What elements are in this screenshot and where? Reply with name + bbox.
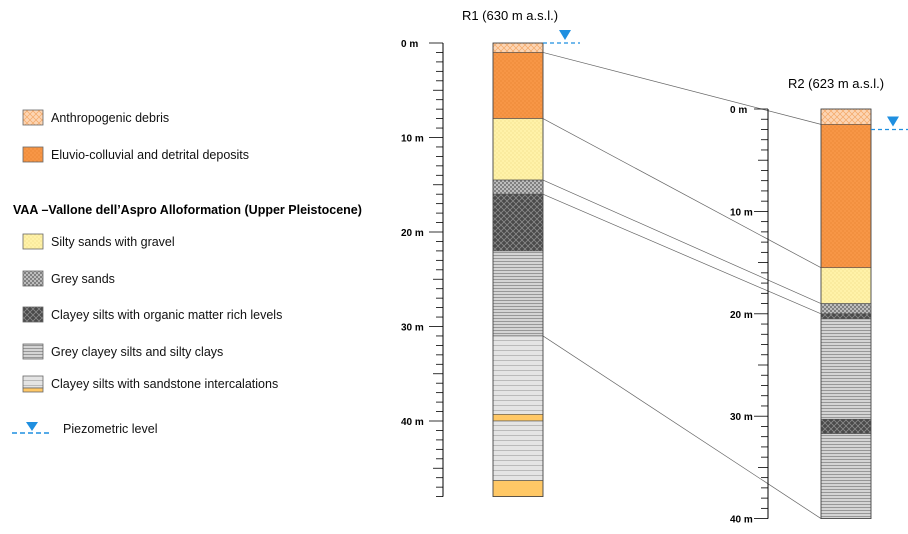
layer-silty-sands xyxy=(492,118,544,181)
water-level-triangle-icon xyxy=(559,30,571,40)
legend-label-grey-sands: Grey sands xyxy=(51,272,115,286)
legend-item-eluvio: Eluvio-colluvial and detrital deposits xyxy=(22,146,249,163)
legend-item-grey-clayey: Grey clayey silts and silty clays xyxy=(22,343,223,360)
correlation-line xyxy=(542,52,822,125)
legend-item-organic-silts: Clayey silts with organic matter rich le… xyxy=(22,306,282,323)
legend-swatch-organic-silts xyxy=(22,306,44,323)
layer-eluvio xyxy=(492,52,544,119)
layer-anthropogenic xyxy=(820,108,872,125)
layer-sandstone xyxy=(492,335,544,415)
layer-grey-clayey xyxy=(820,318,872,420)
layer-grey-sands xyxy=(820,303,872,315)
correlation-line xyxy=(542,193,822,315)
legend-swatch-eluvio xyxy=(22,146,44,163)
depth-label: 40 m xyxy=(401,417,424,428)
legend-label-piezometric: Piezometric level xyxy=(63,422,157,436)
depth-label: 40 m xyxy=(730,515,753,526)
legend-swatch-grey-sands xyxy=(22,270,44,287)
water-level-triangle-icon xyxy=(26,422,38,431)
correlation-line xyxy=(542,179,822,304)
column-title-r2: R2 (623 m a.s.l.) xyxy=(788,76,884,91)
layer-organic-silts xyxy=(492,193,544,252)
legend-swatch-sandstone xyxy=(22,375,44,389)
depth-label: 20 m xyxy=(401,228,424,239)
correlation-lines xyxy=(542,52,822,519)
layer-grey-clayey xyxy=(492,250,544,337)
layer-sandstone-band xyxy=(492,414,544,422)
depth-label: 30 m xyxy=(401,323,424,334)
layer-silty-sands xyxy=(820,267,872,304)
depth-label: 0 m xyxy=(730,105,747,116)
layer-sandstone xyxy=(492,420,544,481)
legend-swatch-sandstone-band xyxy=(22,387,44,393)
correlation-line xyxy=(542,118,822,269)
layer-anthropogenic xyxy=(492,42,544,53)
layer-eluvio xyxy=(820,124,872,269)
legend-swatch-grey-clayey xyxy=(22,343,44,360)
legend-item-sandstone: Clayey silts with sandstone intercalatio… xyxy=(22,375,278,393)
borehole-column-r1: R1 (630 m a.s.l.) 0 m 10 m 20 m 30 m 40 m xyxy=(401,8,580,498)
column-title-r1: R1 (630 m a.s.l.) xyxy=(462,8,558,23)
column-outline xyxy=(820,108,872,520)
borehole-column-r2: R2 (623 m a.s.l.) 0 m 10 m 20 m 30 m 40 m xyxy=(730,76,908,526)
depth-label: 30 m xyxy=(730,412,753,423)
layer-sandstone-band xyxy=(492,480,544,497)
depth-label: 20 m xyxy=(730,310,753,321)
legend-label-sandstone: Clayey silts with sandstone intercalatio… xyxy=(51,377,278,391)
legend-item-anthropogenic: Anthropogenic debris xyxy=(22,109,169,126)
legend-label-organic-silts: Clayey silts with organic matter rich le… xyxy=(51,308,282,322)
layer-organic-silts xyxy=(820,313,872,320)
legend-swatch-anthropogenic xyxy=(22,109,44,126)
column-outline xyxy=(492,42,544,498)
water-level-triangle-icon xyxy=(887,116,899,127)
legend: Anthropogenic debris Eluvio-colluvial an… xyxy=(12,109,362,436)
legend-item-silty-sands: Silty sands with gravel xyxy=(22,233,175,250)
depth-label: 10 m xyxy=(401,134,424,145)
depth-label: 0 m xyxy=(401,39,418,50)
correlation-line xyxy=(542,335,822,519)
layer-grey-sands xyxy=(492,179,544,195)
legend-label-anthropogenic: Anthropogenic debris xyxy=(51,111,169,125)
layer-organic-silts xyxy=(820,418,872,434)
legend-item-grey-sands: Grey sands xyxy=(22,270,115,287)
legend-swatch-silty-sands xyxy=(22,233,44,250)
layer-grey-clayey xyxy=(820,433,872,519)
legend-heading-vaa: VAA –Vallone dell’Aspro Alloformation (U… xyxy=(13,203,362,217)
legend-label-grey-clayey: Grey clayey silts and silty clays xyxy=(51,345,223,359)
depth-label: 10 m xyxy=(730,207,753,218)
legend-label-eluvio: Eluvio-colluvial and detrital deposits xyxy=(51,148,249,162)
legend-label-silty-sands: Silty sands with gravel xyxy=(51,235,175,249)
legend-item-piezometric: Piezometric level xyxy=(12,422,157,436)
